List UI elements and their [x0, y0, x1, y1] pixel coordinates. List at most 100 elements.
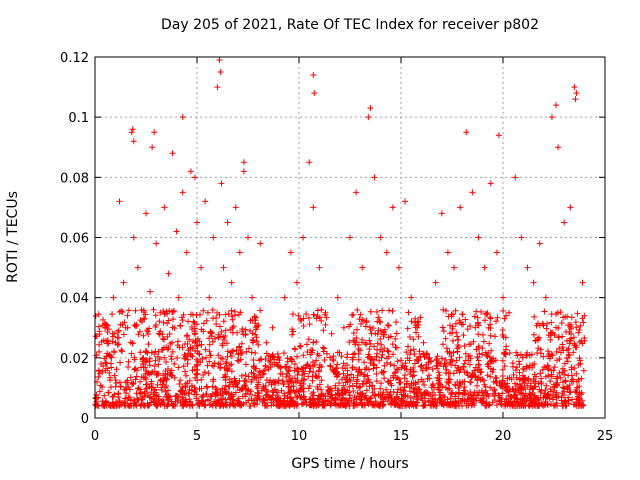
data-point	[535, 334, 542, 341]
data-point	[227, 395, 234, 402]
data-point	[276, 402, 283, 409]
data-point	[113, 366, 120, 373]
data-point	[215, 352, 222, 359]
data-point	[446, 322, 453, 329]
data-point	[471, 402, 478, 409]
data-point	[403, 378, 410, 385]
data-point	[198, 264, 205, 271]
data-point	[422, 399, 429, 406]
data-point	[577, 322, 584, 329]
data-point	[147, 399, 154, 406]
data-point	[270, 354, 277, 361]
data-point	[280, 380, 287, 387]
data-point	[310, 369, 317, 376]
data-point	[491, 333, 498, 340]
data-point	[250, 364, 257, 371]
data-point	[413, 322, 420, 329]
data-point	[291, 389, 298, 396]
data-point	[304, 349, 311, 356]
data-point	[367, 360, 374, 367]
data-point	[242, 390, 249, 397]
data-point	[439, 355, 446, 362]
data-point	[304, 361, 311, 368]
data-point	[189, 311, 196, 318]
data-point	[410, 336, 417, 343]
data-point	[344, 362, 351, 369]
data-point	[224, 353, 231, 360]
data-point	[137, 317, 144, 324]
data-point	[482, 349, 489, 356]
data-point	[130, 138, 137, 145]
data-point	[428, 402, 435, 409]
data-point	[573, 90, 580, 97]
data-point	[579, 340, 586, 347]
data-point	[299, 401, 306, 408]
data-point	[410, 372, 417, 379]
data-point	[116, 397, 123, 404]
data-point	[141, 309, 148, 316]
data-point	[164, 320, 171, 327]
data-point	[462, 350, 469, 357]
data-point	[565, 397, 572, 404]
data-point	[557, 349, 564, 356]
data-point	[394, 358, 401, 365]
data-point	[419, 367, 426, 374]
data-point	[200, 320, 207, 327]
data-point	[576, 389, 583, 396]
data-point	[222, 371, 229, 378]
data-point	[391, 396, 398, 403]
data-point	[135, 331, 142, 338]
data-point	[351, 400, 358, 407]
data-point	[243, 378, 250, 385]
data-point	[516, 361, 523, 368]
data-point	[541, 390, 548, 397]
data-point	[399, 362, 406, 369]
data-point	[105, 326, 112, 333]
data-point	[418, 395, 425, 402]
data-point	[565, 351, 572, 358]
data-point	[281, 390, 288, 397]
data-point	[200, 328, 207, 335]
data-point	[322, 397, 329, 404]
data-point	[493, 318, 500, 325]
data-point	[157, 377, 164, 384]
data-point	[386, 307, 393, 314]
data-point	[284, 378, 291, 385]
data-point	[457, 204, 464, 211]
data-point	[187, 168, 194, 175]
data-point	[510, 371, 517, 378]
data-point	[224, 348, 231, 355]
data-point	[369, 389, 376, 396]
data-point	[411, 360, 418, 367]
data-point	[133, 373, 140, 380]
data-point	[569, 396, 576, 403]
data-point	[114, 341, 121, 348]
data-point	[572, 319, 579, 326]
data-point	[129, 126, 136, 133]
data-point	[160, 396, 167, 403]
data-point	[144, 400, 151, 407]
data-point	[471, 313, 478, 320]
data-point	[537, 370, 544, 377]
data-point	[226, 376, 233, 383]
y-tick-label: 0.08	[60, 171, 89, 186]
data-point	[453, 329, 460, 336]
data-point	[315, 367, 322, 374]
data-point	[132, 398, 139, 405]
data-point	[540, 394, 547, 401]
data-point	[168, 356, 175, 363]
data-point	[541, 363, 548, 370]
data-point	[154, 353, 161, 360]
data-point	[120, 279, 127, 286]
data-point	[314, 307, 321, 314]
data-point	[542, 294, 549, 301]
data-point	[248, 349, 255, 356]
data-points	[92, 57, 588, 409]
data-point	[264, 388, 271, 395]
data-point	[214, 84, 221, 91]
data-point	[164, 366, 171, 373]
data-point	[443, 307, 450, 314]
data-point	[570, 349, 577, 356]
data-point	[506, 309, 513, 316]
data-point	[461, 384, 468, 391]
